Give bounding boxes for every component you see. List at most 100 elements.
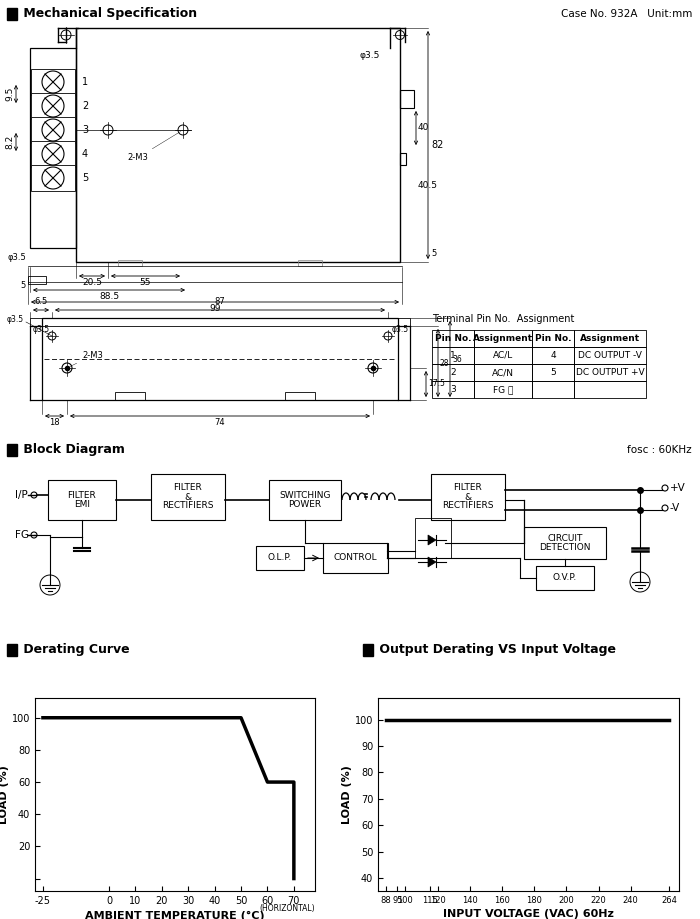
- Text: φ3.5: φ3.5: [360, 51, 380, 60]
- Bar: [30, 48, 76, 248]
- Text: Derating Curve: Derating Curve: [19, 643, 130, 656]
- Bar: [30, 318, 410, 326]
- Bar: [474, 347, 532, 364]
- Bar: [532, 330, 574, 347]
- Circle shape: [31, 532, 37, 538]
- Text: Case No. 932A   Unit:mm: Case No. 932A Unit:mm: [561, 9, 692, 19]
- Text: Assignment: Assignment: [473, 334, 533, 343]
- Text: φ3.5: φ3.5: [7, 315, 24, 324]
- Bar: [7, 644, 17, 656]
- Text: 87: 87: [215, 297, 225, 306]
- Text: &: &: [464, 493, 472, 502]
- Text: 88.5: 88.5: [99, 292, 119, 301]
- Text: 18: 18: [49, 418, 60, 427]
- Bar: [415, 518, 451, 558]
- Text: -V: -V: [670, 503, 680, 513]
- Bar: [432, 381, 474, 398]
- X-axis label: AMBIENT TEMPERATURE (°C): AMBIENT TEMPERATURE (°C): [85, 911, 265, 919]
- Text: 82: 82: [431, 140, 443, 150]
- Text: AC/L: AC/L: [493, 351, 513, 360]
- Text: 5: 5: [21, 281, 26, 290]
- Bar: [400, 90, 414, 108]
- Text: 1: 1: [82, 77, 88, 87]
- Bar: [76, 28, 400, 262]
- Text: 4: 4: [82, 149, 88, 159]
- Bar: [532, 364, 574, 381]
- Text: Terminal Pin No.  Assignment: Terminal Pin No. Assignment: [432, 314, 575, 324]
- Text: φ3.5: φ3.5: [392, 325, 409, 334]
- Bar: [536, 566, 594, 590]
- Bar: [432, 364, 474, 381]
- Bar: [524, 527, 606, 559]
- Text: φ3.5: φ3.5: [7, 253, 26, 262]
- Text: 6.5: 6.5: [34, 297, 48, 306]
- Text: FILTER: FILTER: [174, 483, 202, 493]
- Text: DC OUTPUT -V: DC OUTPUT -V: [578, 351, 642, 360]
- Text: 5: 5: [550, 368, 556, 377]
- Text: Mechanical Specification: Mechanical Specification: [19, 7, 197, 20]
- Bar: [48, 480, 116, 520]
- Bar: [115, 392, 145, 400]
- Text: 40: 40: [418, 123, 429, 132]
- Text: POWER: POWER: [288, 500, 321, 509]
- Text: 9.5: 9.5: [5, 86, 14, 101]
- Text: +V: +V: [670, 483, 686, 493]
- Bar: [323, 543, 388, 573]
- Text: 28: 28: [440, 358, 449, 368]
- Text: FILTER: FILTER: [68, 491, 97, 500]
- Text: 2-M3: 2-M3: [69, 351, 103, 367]
- Text: FG: FG: [15, 530, 29, 540]
- Bar: [474, 330, 532, 347]
- Bar: [400, 153, 406, 165]
- Text: AC/N: AC/N: [492, 368, 514, 377]
- Bar: [574, 347, 646, 364]
- Bar: [298, 260, 322, 266]
- Text: 2: 2: [82, 101, 88, 111]
- Text: O.V.P.: O.V.P.: [553, 573, 577, 583]
- Bar: [269, 480, 341, 520]
- Bar: [574, 364, 646, 381]
- Bar: [532, 381, 574, 398]
- Text: 4: 4: [550, 351, 556, 360]
- Bar: [7, 444, 17, 456]
- Bar: [31, 141, 75, 167]
- Text: FG ⻑: FG ⻑: [493, 385, 513, 394]
- Text: SWITCHING: SWITCHING: [279, 491, 330, 500]
- Bar: [474, 381, 532, 398]
- Text: 40.5: 40.5: [418, 180, 438, 189]
- Text: I/P: I/P: [15, 490, 28, 500]
- Bar: [31, 69, 75, 95]
- Text: DETECTION: DETECTION: [539, 543, 591, 552]
- Text: 17.5: 17.5: [428, 380, 445, 389]
- X-axis label: INPUT VOLTAGE (VAC) 60Hz: INPUT VOLTAGE (VAC) 60Hz: [443, 910, 614, 919]
- Bar: [432, 347, 474, 364]
- Y-axis label: LOAD (%): LOAD (%): [0, 766, 9, 824]
- Text: 5: 5: [431, 248, 436, 257]
- Text: RECTIFIERS: RECTIFIERS: [442, 502, 493, 510]
- Text: DC OUTPUT +V: DC OUTPUT +V: [575, 368, 644, 377]
- Text: fosc : 60KHz: fosc : 60KHz: [627, 445, 692, 455]
- Bar: [31, 117, 75, 143]
- Bar: [285, 392, 315, 400]
- Text: 8.2: 8.2: [5, 135, 14, 149]
- Text: EMI: EMI: [74, 500, 90, 509]
- Text: 55: 55: [139, 278, 150, 287]
- Bar: [31, 165, 75, 191]
- Bar: [7, 8, 17, 20]
- Text: CONTROL: CONTROL: [333, 553, 377, 562]
- Text: Pin No.: Pin No.: [535, 334, 571, 343]
- Bar: [118, 260, 142, 266]
- Text: Pin No.: Pin No.: [435, 334, 471, 343]
- Text: FILTER: FILTER: [454, 483, 482, 493]
- Circle shape: [31, 492, 37, 498]
- Polygon shape: [428, 557, 436, 567]
- Bar: [574, 330, 646, 347]
- Text: Assignment: Assignment: [580, 334, 640, 343]
- Bar: [431, 474, 505, 520]
- Text: 5: 5: [82, 173, 88, 183]
- Bar: [256, 546, 304, 570]
- Bar: [151, 474, 225, 520]
- Text: 20.5: 20.5: [82, 278, 102, 287]
- Text: O.L.P.: O.L.P.: [268, 553, 292, 562]
- Bar: [28, 276, 46, 284]
